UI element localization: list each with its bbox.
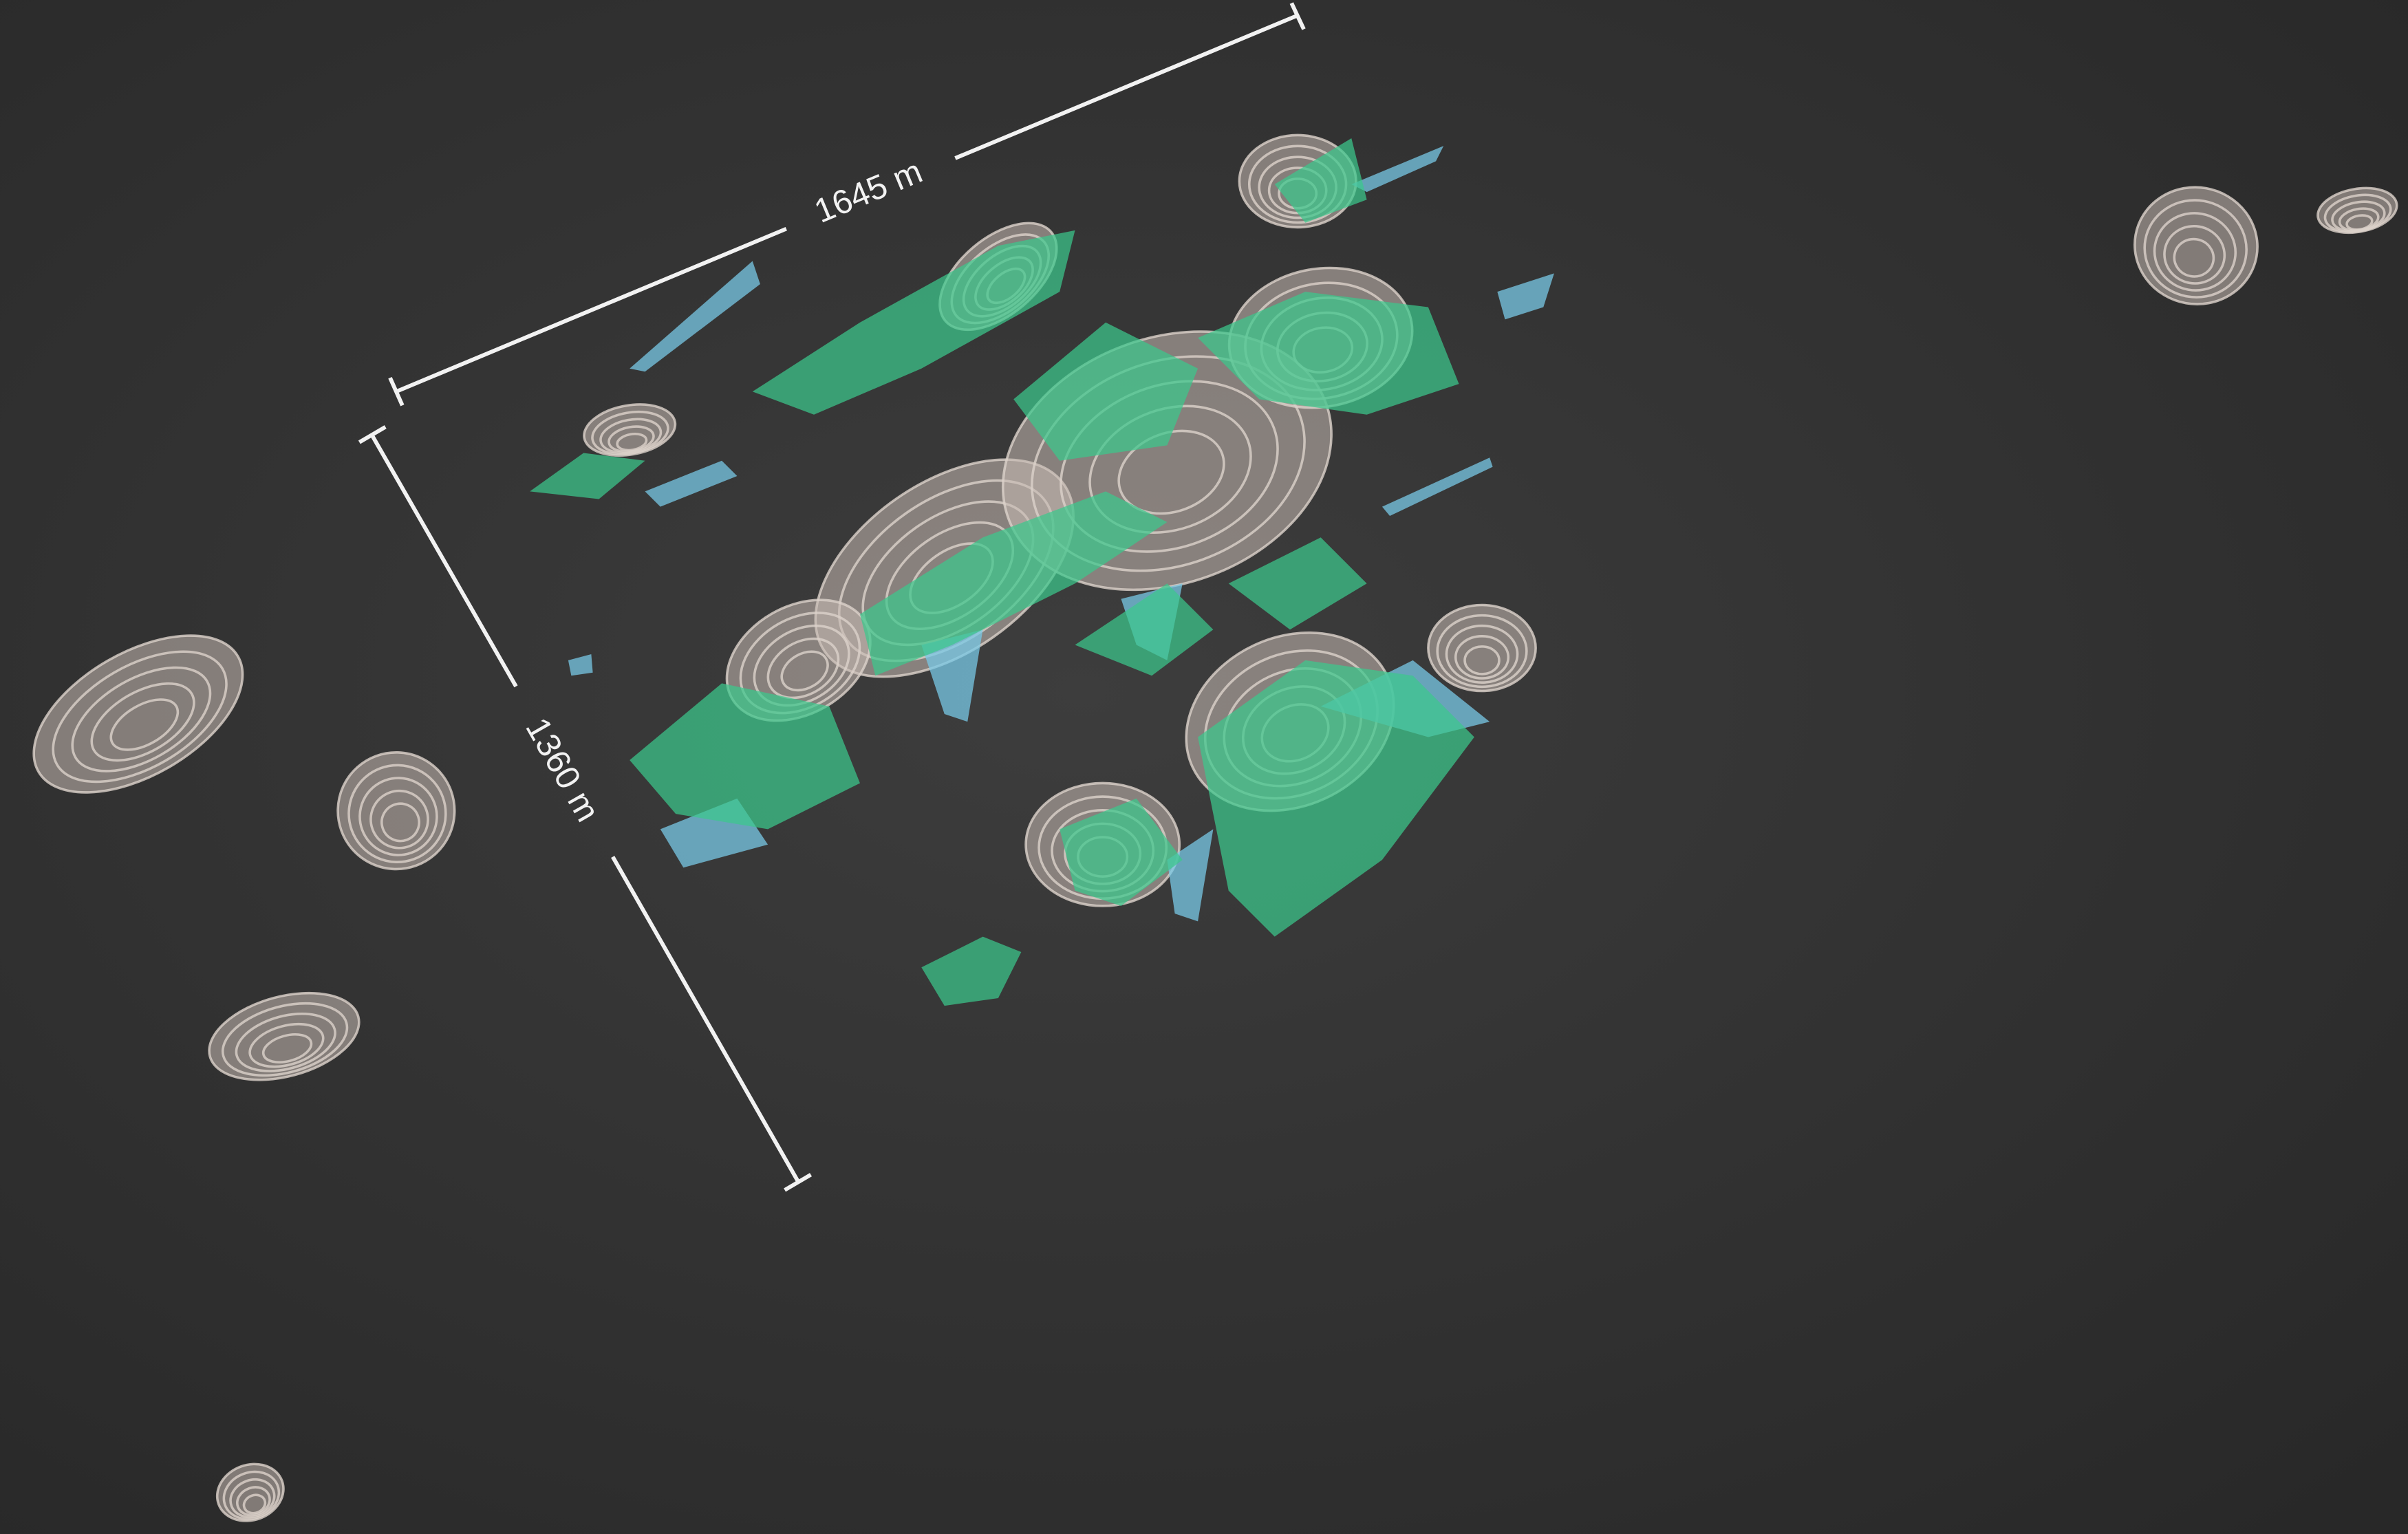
pit-shell [2153,212,2237,292]
pit-shell [2143,199,2248,299]
pit-shell [753,624,850,707]
dimension-tick [358,425,387,444]
pit-shell [616,432,648,452]
pit-shell [2345,214,2374,231]
ore-body-blue [630,261,760,372]
pit-shell [2163,224,2226,285]
pit-shell [261,1033,313,1063]
dimension-line [369,433,518,688]
dimension-line [611,856,801,1184]
dimension-line [395,226,787,393]
ore-body-blue [568,653,593,676]
pit-shell [1436,614,1528,689]
ore-body-blue [645,460,738,507]
ore-body-green [921,936,1022,1006]
dimension-tick [388,376,405,407]
pit-shell [1454,634,1510,680]
pit-shell [780,650,829,692]
pit-shell [358,777,438,856]
ore-body-blue [1351,146,1444,193]
dimension-line [954,13,1299,160]
ore-body-green [1274,138,1367,223]
ore-body-blue [1382,457,1493,517]
pit-shell [52,650,228,784]
ore-body-green [860,491,1168,676]
pit-shell [1427,603,1537,693]
ore-body-green [1013,322,1198,461]
ore-body-green [752,230,1075,415]
dimension-tick [1289,2,1306,30]
pit-shell [380,802,420,843]
pit-shell [71,666,212,773]
ore-body-green [1075,583,1214,676]
pit-shell [1463,645,1501,676]
pit-shell [90,682,195,762]
ore-body-blue [1497,273,1554,320]
ore-body-blue [1167,829,1214,922]
dimension-tick [784,1173,813,1192]
pit-shell [32,634,244,794]
pit-shell [248,1022,325,1068]
pit-shell [221,1002,349,1077]
pit-shell [222,1470,281,1520]
ore-body-blue [921,629,983,722]
mine-models [32,133,2398,1522]
pit-shell [242,1493,267,1515]
ore-body-green [1198,660,1474,937]
pit-shell [369,789,429,850]
pit-shell [766,637,840,700]
ore-body-green [1198,292,1459,415]
pit-shell [229,1478,276,1519]
ore-body-green [630,683,860,830]
pit-shell [347,764,447,863]
ore-body-green [1228,537,1367,630]
ore-body-green [1060,798,1183,907]
pit-shell [235,1012,336,1072]
pit-shell [2173,237,2215,278]
pit-shell [236,1486,271,1517]
pit-shell [109,698,180,751]
ore-body-green [530,453,645,499]
pit-shell [1445,624,1519,684]
